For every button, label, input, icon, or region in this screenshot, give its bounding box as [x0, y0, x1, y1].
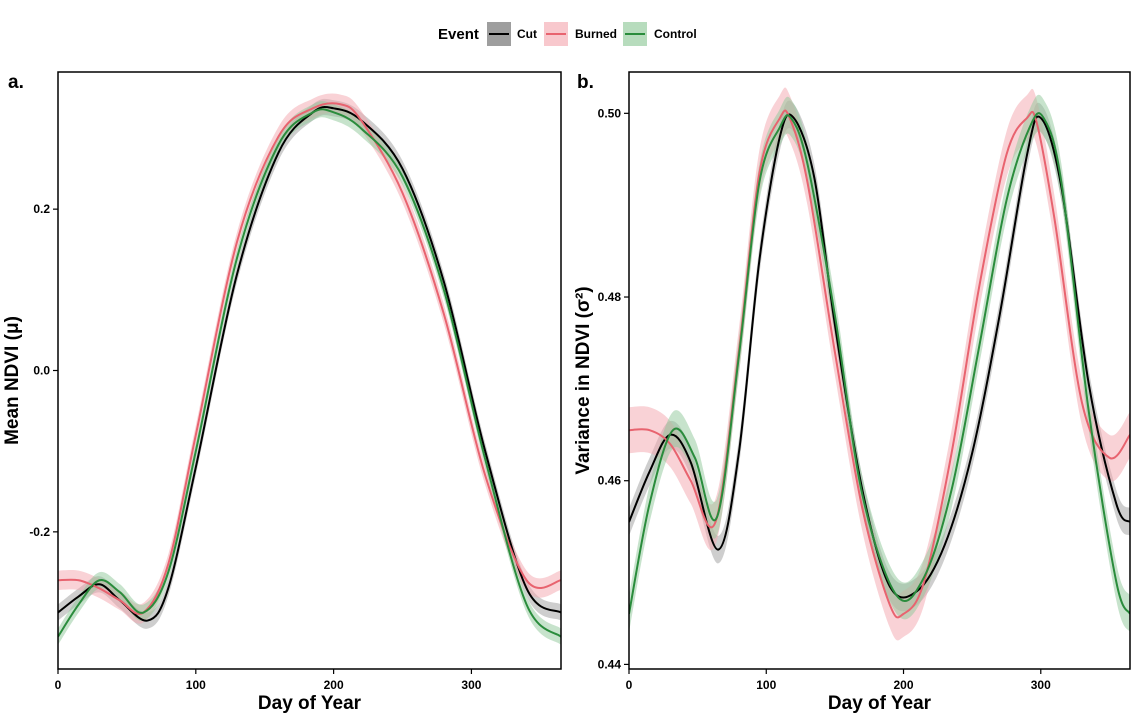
confidence-band-cut — [58, 98, 561, 629]
confidence-band-burned — [58, 93, 561, 624]
x-tick-label: 0 — [626, 678, 633, 692]
y-tick-label: 0.44 — [598, 657, 622, 671]
legend-label-cut: Cut — [517, 27, 537, 41]
legend-entry-cut: Cut — [487, 22, 537, 46]
panel-a-confidence-bands — [58, 93, 561, 645]
panel-a-y-axis: -0.2 0.0 0.2 — [29, 202, 58, 539]
x-tick-label: 300 — [461, 678, 481, 692]
legend: Event Cut Burned Control — [438, 22, 697, 46]
panel-b-y-axis: 0.44 0.46 0.48 0.50 — [598, 106, 629, 671]
panel-a-x-axis-title: Day of Year — [258, 693, 362, 714]
y-tick-label: 0.2 — [33, 202, 50, 216]
y-tick-label: -0.2 — [29, 525, 50, 539]
x-tick-label: 100 — [756, 678, 776, 692]
x-tick-label: 200 — [894, 678, 914, 692]
panel-b-frame — [628, 71, 1131, 670]
x-tick-label: 0 — [55, 678, 62, 692]
confidence-band-control — [629, 94, 1130, 633]
panel-b-y-axis-title: Variance in NDVI (σ²) — [573, 286, 594, 474]
legend-title: Event — [438, 26, 479, 43]
panel-a: a. 0 100 200 300 -0.2 0.0 0.2 Day of Year Mea… — [2, 71, 562, 714]
panel-b-series-lines — [629, 109, 1130, 619]
panel-a-y-axis-title: Mean NDVI (μ) — [2, 316, 23, 445]
series-line-control — [629, 112, 1130, 615]
x-tick-label: 300 — [1031, 678, 1051, 692]
legend-entry-burned: Burned — [544, 22, 617, 46]
y-tick-label: 0.0 — [33, 364, 50, 378]
series-line-control — [58, 108, 561, 638]
series-line-cut — [58, 106, 561, 622]
series-line-burned — [58, 102, 561, 615]
panel-b-tag: b. — [577, 72, 594, 93]
panel-a-tag: a. — [8, 72, 24, 93]
legend-entry-control: Control — [623, 22, 697, 46]
legend-label-control: Control — [654, 27, 697, 41]
confidence-band-control — [58, 101, 561, 645]
legend-label-burned: Burned — [575, 27, 617, 41]
x-tick-label: 200 — [324, 678, 344, 692]
panel-a-x-axis: 0 100 200 300 — [55, 669, 482, 692]
y-tick-label: 0.50 — [598, 106, 622, 120]
panel-b-x-axis-title: Day of Year — [828, 693, 932, 714]
panel-a-frame — [57, 71, 562, 670]
x-tick-label: 100 — [186, 678, 206, 692]
panel-b: b. 0 100 200 300 0.44 0.46 0.48 0.50 Day of Ye… — [573, 71, 1131, 714]
y-tick-label: 0.48 — [598, 290, 622, 304]
y-tick-label: 0.46 — [598, 474, 622, 488]
panel-b-x-axis: 0 100 200 300 — [626, 669, 1051, 692]
panel-a-series-lines — [58, 102, 561, 638]
